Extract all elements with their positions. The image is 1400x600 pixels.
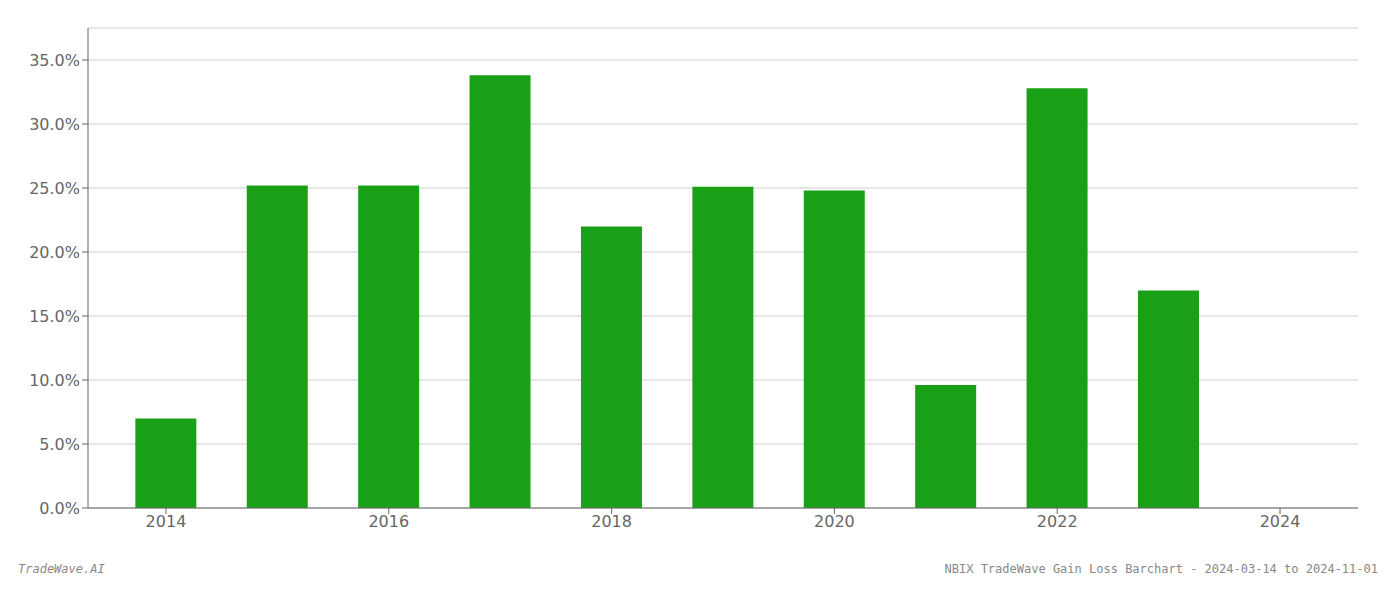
svg-text:2014: 2014 — [146, 512, 187, 531]
svg-text:0.0%: 0.0% — [39, 499, 80, 518]
svg-text:2016: 2016 — [368, 512, 409, 531]
svg-text:30.0%: 30.0% — [29, 115, 80, 134]
svg-text:20.0%: 20.0% — [29, 243, 80, 262]
svg-text:15.0%: 15.0% — [29, 307, 80, 326]
svg-text:35.0%: 35.0% — [29, 51, 80, 70]
html-text:TradeWave.AI: TradeWave.AI — [18, 562, 105, 576]
svg-text:10.0%: 10.0% — [29, 371, 80, 390]
svg-text:2018: 2018 — [591, 512, 632, 531]
svg-text:2024: 2024 — [1260, 512, 1301, 531]
html-text:NBIX TradeWave Gain Loss Barch: NBIX TradeWave Gain Loss Barchart - 2024… — [944, 562, 1378, 576]
svg-text:2020: 2020 — [814, 512, 855, 531]
svg-text:5.0%: 5.0% — [39, 435, 80, 454]
svg-text:25.0%: 25.0% — [29, 179, 80, 198]
svg-text:2022: 2022 — [1037, 512, 1078, 531]
